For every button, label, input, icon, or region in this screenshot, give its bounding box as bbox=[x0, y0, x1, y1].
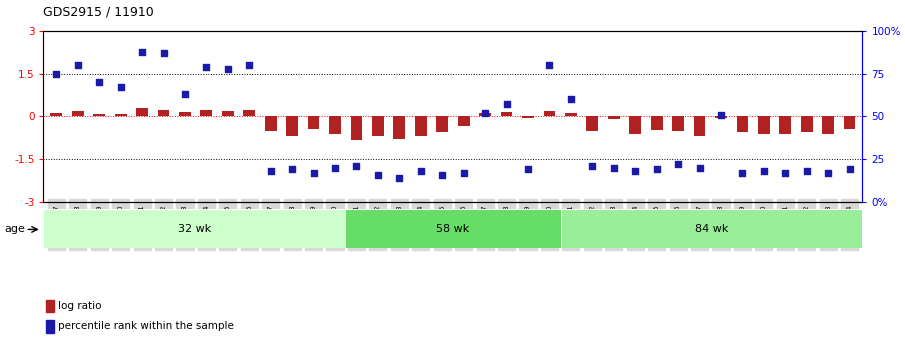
Bar bbox=[779, 117, 791, 134]
Bar bbox=[843, 117, 855, 129]
Point bbox=[414, 168, 428, 174]
Text: age: age bbox=[5, 225, 25, 234]
Bar bbox=[561, 209, 862, 248]
Text: GDS2915 / 11910: GDS2915 / 11910 bbox=[43, 5, 154, 18]
Point bbox=[371, 172, 386, 177]
Bar bbox=[201, 110, 213, 117]
Point bbox=[564, 97, 578, 102]
Bar bbox=[693, 117, 705, 136]
Text: percentile rank within the sample: percentile rank within the sample bbox=[58, 322, 233, 332]
Bar bbox=[71, 111, 83, 117]
Bar bbox=[586, 117, 598, 131]
Point bbox=[692, 165, 707, 170]
Bar bbox=[801, 117, 813, 132]
Point bbox=[435, 172, 450, 177]
Bar bbox=[46, 320, 54, 333]
Point bbox=[799, 168, 814, 174]
Bar bbox=[243, 110, 255, 117]
Point bbox=[821, 170, 835, 176]
Point bbox=[500, 102, 514, 107]
Point bbox=[757, 168, 771, 174]
Bar bbox=[329, 117, 341, 134]
Bar bbox=[308, 117, 319, 129]
Text: 32 wk: 32 wk bbox=[177, 224, 211, 234]
Bar bbox=[672, 117, 684, 131]
Bar bbox=[544, 111, 556, 117]
Bar bbox=[522, 117, 534, 118]
Point bbox=[542, 62, 557, 68]
Bar bbox=[737, 117, 748, 132]
Point bbox=[135, 49, 149, 54]
Text: 58 wk: 58 wk bbox=[436, 224, 470, 234]
Point bbox=[714, 112, 729, 118]
Point bbox=[843, 167, 857, 172]
Bar bbox=[265, 117, 277, 131]
Point bbox=[628, 168, 643, 174]
Point bbox=[606, 165, 621, 170]
Point bbox=[478, 110, 492, 116]
Bar bbox=[436, 117, 448, 132]
Bar bbox=[629, 117, 641, 134]
Bar bbox=[651, 117, 662, 130]
Point bbox=[349, 163, 364, 169]
Bar bbox=[179, 111, 191, 117]
Bar bbox=[823, 117, 834, 134]
Bar bbox=[758, 117, 770, 134]
Point bbox=[113, 85, 128, 90]
Bar bbox=[394, 117, 405, 139]
Point bbox=[285, 167, 300, 172]
Point bbox=[456, 170, 471, 176]
Bar bbox=[458, 117, 470, 126]
Point bbox=[221, 66, 235, 71]
Bar bbox=[157, 110, 169, 117]
Bar bbox=[414, 117, 426, 136]
Point bbox=[199, 64, 214, 70]
Point bbox=[242, 62, 256, 68]
Bar bbox=[350, 117, 362, 140]
Point bbox=[671, 161, 685, 167]
Point bbox=[71, 62, 85, 68]
Bar bbox=[43, 209, 345, 248]
Point bbox=[585, 163, 599, 169]
Bar bbox=[136, 108, 148, 117]
Point bbox=[92, 80, 107, 85]
Bar bbox=[715, 117, 727, 118]
Bar bbox=[565, 113, 576, 117]
Point bbox=[157, 50, 171, 56]
Point bbox=[735, 170, 749, 176]
Point bbox=[177, 91, 192, 97]
Point bbox=[263, 168, 278, 174]
Bar bbox=[372, 117, 384, 136]
Bar bbox=[51, 113, 62, 117]
Bar bbox=[500, 112, 512, 117]
Point bbox=[307, 170, 321, 176]
Bar bbox=[345, 209, 561, 248]
Bar bbox=[222, 111, 233, 117]
Point bbox=[650, 167, 664, 172]
Point bbox=[778, 170, 793, 176]
Point bbox=[520, 167, 535, 172]
Bar bbox=[115, 114, 127, 117]
Bar bbox=[608, 117, 620, 119]
Bar bbox=[480, 113, 491, 117]
Bar bbox=[286, 117, 298, 136]
Bar bbox=[46, 299, 54, 312]
Point bbox=[49, 71, 63, 77]
Point bbox=[328, 165, 342, 170]
Bar bbox=[93, 114, 105, 117]
Point bbox=[392, 175, 406, 181]
Text: log ratio: log ratio bbox=[58, 301, 101, 311]
Text: 84 wk: 84 wk bbox=[695, 224, 729, 234]
